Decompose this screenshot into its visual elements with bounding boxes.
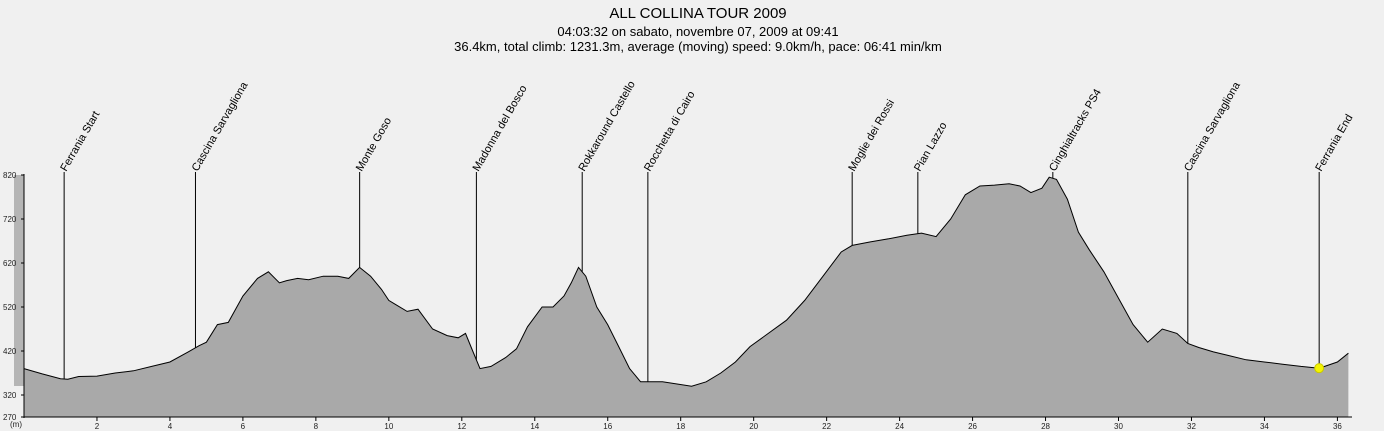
chart-subtitle-stats: 36.4km, total climb: 1231.3m, average (m… <box>454 39 942 54</box>
x-tick-label: 10 <box>384 422 393 431</box>
y-tick-label: 320 <box>3 391 17 400</box>
waypoint-label: Ferrania Start <box>58 109 102 173</box>
x-tick-label: 26 <box>968 422 977 431</box>
x-tick-label: 8 <box>314 422 319 431</box>
chart-subtitle-date: 04:03:32 on sabato, novembre 07, 2009 at… <box>557 24 838 39</box>
x-tick-label: 14 <box>530 422 539 431</box>
x-tick-label: 28 <box>1041 422 1050 431</box>
tick-layer: 2 4 6 8 10 12 14 16 18 20 22 24 26 28 30 32 34 3627032042… <box>3 171 1342 431</box>
waypoint-label: Cascina Sarvagliona <box>190 79 251 173</box>
waypoint-label: Monte Goso <box>354 116 394 174</box>
y-axis-unit-label: (m) <box>10 420 22 429</box>
x-tick-label: 24 <box>895 422 904 431</box>
chart-title: ALL COLLINA TOUR 2009 <box>609 5 786 22</box>
y-tick-label: 820 <box>3 171 17 180</box>
x-tick-label: 4 <box>168 422 173 431</box>
waypoint-label: Cascina Sarvagliona <box>1182 79 1243 173</box>
x-tick-label: 12 <box>457 422 466 431</box>
x-tick-label: 30 <box>1114 422 1123 431</box>
area-layer <box>23 176 1349 417</box>
y-tick-label: 420 <box>3 347 17 356</box>
waypoint-label: Pian Lazzo <box>912 120 950 173</box>
waypoint-label: Rokkaround Castello <box>576 79 637 173</box>
waypoint-label: Cinghialtracks PS4 <box>1047 87 1104 173</box>
waypoint-label: Ferrania End <box>1313 112 1355 173</box>
y-axis-band <box>14 175 24 386</box>
waypoint-label: Rocchetta di Cairo <box>642 89 698 173</box>
x-tick-label: 6 <box>241 422 246 431</box>
waypoint-label: Madonna del Bosco <box>471 83 530 173</box>
y-tick-label: 270 <box>3 413 17 422</box>
marker-layer <box>1314 363 1325 374</box>
elevation-area <box>24 177 1349 417</box>
x-tick-label: 36 <box>1333 422 1342 431</box>
y-tick-label: 720 <box>3 215 17 224</box>
y-tick-label: 520 <box>3 303 17 312</box>
x-tick-label: 16 <box>603 422 612 431</box>
waypoint-label: Moglie dei Rossi <box>846 98 897 174</box>
x-tick-label: 22 <box>822 422 831 431</box>
x-tick-label: 20 <box>749 422 758 431</box>
x-tick-label: 32 <box>1187 422 1196 431</box>
x-tick-label: 2 <box>95 422 100 431</box>
plot-area: Ferrania Start Cascina Sarvagliona Monte G… <box>3 79 1356 431</box>
y-tick-label: 620 <box>3 259 17 268</box>
position-marker <box>1314 363 1325 374</box>
x-tick-label: 34 <box>1260 422 1269 431</box>
x-tick-label: 18 <box>676 422 685 431</box>
axis-layer: (m) <box>10 174 1352 429</box>
elevation-line <box>23 176 1349 387</box>
